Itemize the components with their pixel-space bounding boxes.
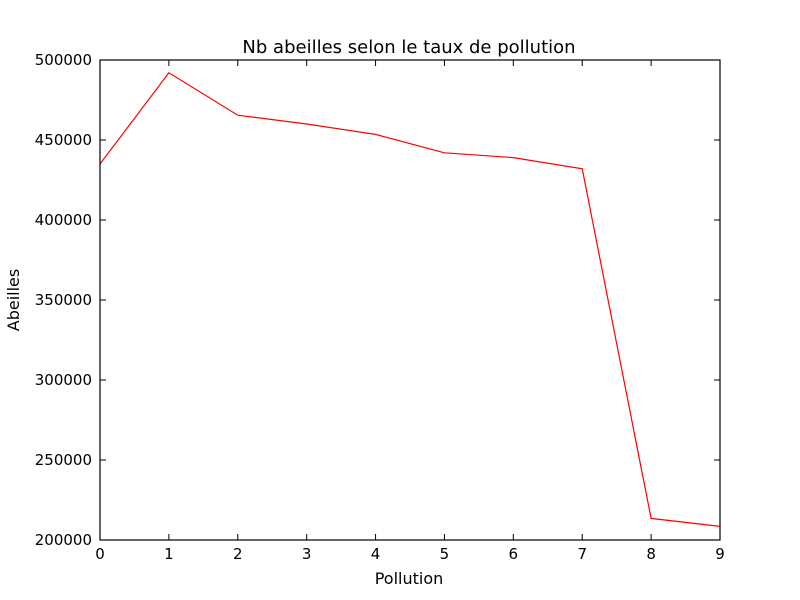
x-tick-label: 5 <box>440 545 450 563</box>
x-axis-label: Pollution <box>375 569 444 588</box>
x-tick-label: 2 <box>233 545 243 563</box>
y-tick-label: 300000 <box>35 371 92 389</box>
y-tick-label: 350000 <box>35 291 92 309</box>
x-tick-label: 4 <box>371 545 381 563</box>
y-axis-label: Abeilles <box>4 269 23 331</box>
axis-ticks: 0 1 2 3 4 5 6 7 8 9 200000 250000 300000 350000 400000… <box>35 51 725 563</box>
x-tick-label: 3 <box>302 545 312 563</box>
series-line <box>99 72 721 527</box>
plot-frame <box>99 59 721 541</box>
x-tick-label: 8 <box>646 545 656 563</box>
y-tick-label: 450000 <box>35 131 92 149</box>
x-tick-label: 7 <box>577 545 587 563</box>
y-tick-label: 250000 <box>35 451 92 469</box>
x-tick-label: 6 <box>509 545 519 563</box>
y-tick-label: 500000 <box>35 51 92 69</box>
x-tick-label: 1 <box>164 545 174 563</box>
y-tick-label: 200000 <box>35 531 92 549</box>
series-layer <box>99 72 721 527</box>
y-tick-label: 400000 <box>35 211 92 229</box>
chart-title: Nb abeilles selon le taux de pollution <box>242 37 575 58</box>
x-tick-label: 9 <box>715 545 725 563</box>
x-tick-label: 0 <box>95 545 105 563</box>
